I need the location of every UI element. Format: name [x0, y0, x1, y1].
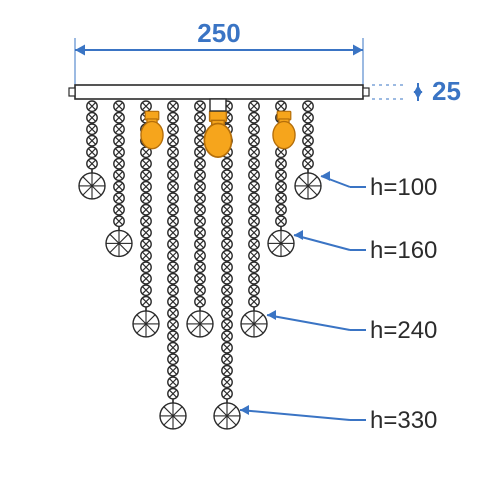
- height-callout-label: h=160: [370, 237, 437, 264]
- chandelier-dimension-diagram: 250 25 h=100 h=160 h=240 h=330: [0, 0, 500, 500]
- height-callout-label: h=330: [370, 407, 437, 434]
- dimension-height-label: 25: [432, 76, 461, 106]
- mounting-plate: [75, 85, 363, 99]
- height-callout-label: h=100: [370, 174, 437, 201]
- height-callout-label: h=240: [370, 317, 437, 344]
- dimension-width-label: 250: [197, 18, 240, 48]
